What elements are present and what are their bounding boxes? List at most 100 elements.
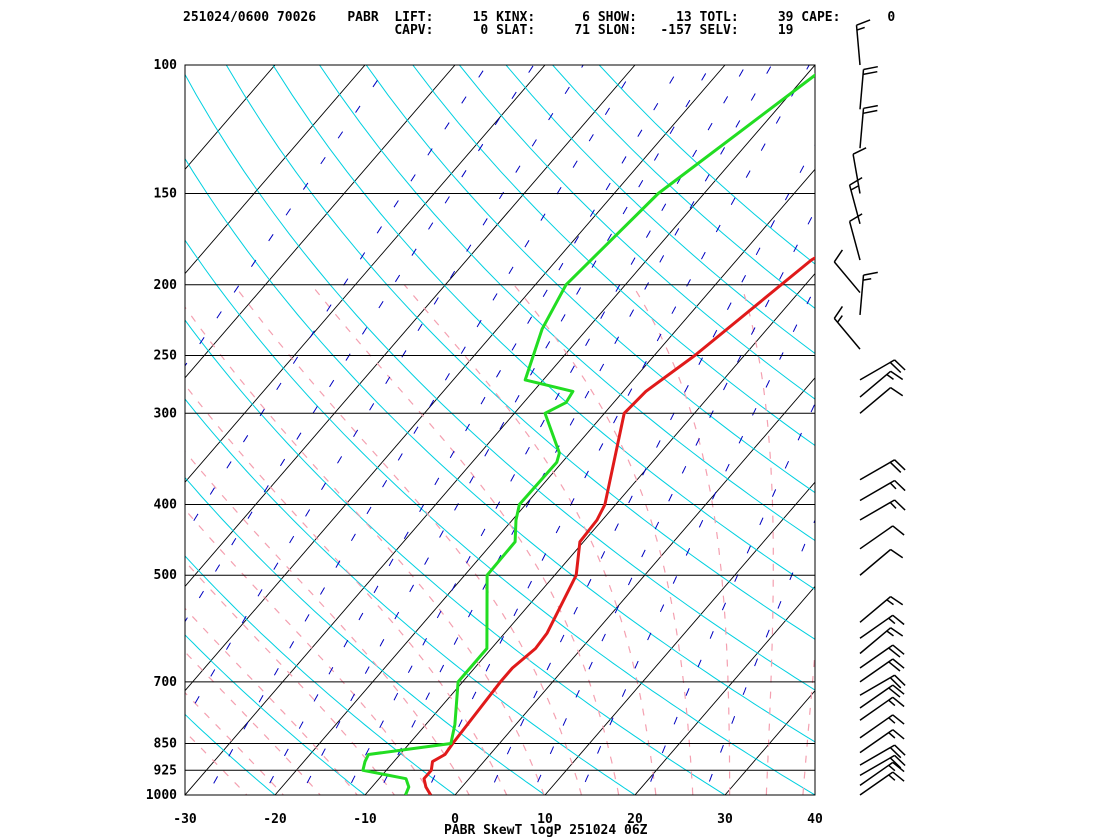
wind-barb-half-flag [888, 699, 896, 707]
isotherm [185, 65, 276, 170]
pressure-tick-label: 250 [154, 348, 178, 363]
wind-barb-flag [892, 525, 905, 536]
wind-barb-staff [859, 596, 892, 623]
temperature-tick-label: -10 [353, 812, 377, 827]
wind-barb [855, 19, 871, 66]
wind-barb-staff [859, 674, 895, 696]
dry-adiabat [185, 476, 546, 795]
wind-barb-flag [889, 677, 902, 689]
mixing-ratio-line [531, 209, 815, 795]
wind-barb [859, 499, 906, 521]
wind-barb [859, 696, 905, 721]
pressure-tick-label: 100 [154, 58, 178, 73]
wind-barb-staff [859, 729, 894, 754]
wind-barb-staff [859, 69, 865, 110]
isotherm [0, 65, 95, 795]
wind-barb [859, 370, 904, 398]
wind-barb-staff [859, 459, 895, 481]
mixing-ratio-line [300, 65, 712, 795]
dry-adiabat [505, 65, 815, 355]
wind-barb [859, 658, 905, 683]
wind-barb [852, 147, 867, 194]
dry-adiabat [459, 65, 815, 400]
isotherm [724, 690, 815, 795]
moist-adiabat [310, 284, 620, 795]
wind-barb-staff [848, 184, 861, 224]
wind-barb-flag [894, 479, 906, 492]
wind-barb [859, 729, 905, 754]
dry-adiabat [185, 794, 186, 795]
wind-barb-flag [862, 70, 878, 76]
wind-barb-half-flag [836, 315, 843, 323]
background-lines [0, 65, 815, 795]
wind-barb [859, 644, 905, 669]
isotherm [454, 377, 815, 795]
wind-barb-flag [894, 674, 906, 686]
wind-barb-staff [859, 658, 894, 683]
dry-adiabat [598, 65, 815, 265]
wind-barb-flag [890, 548, 904, 559]
pressure-tick-label: 400 [154, 498, 178, 513]
wind-barb-flag [892, 761, 905, 773]
wind-barb-flag [889, 747, 902, 759]
wind-barb-flag [888, 647, 901, 658]
wind-barb-flag [863, 65, 878, 71]
dry-adiabat [185, 713, 276, 795]
wind-barb [859, 714, 905, 739]
dry-adiabat [319, 65, 815, 542]
isotherm [274, 168, 815, 795]
wind-barb-staff [859, 771, 894, 796]
wind-barb [859, 754, 906, 777]
mixing-ratio-line [377, 65, 773, 795]
wind-barb-flag [833, 249, 844, 263]
wind-barb [859, 271, 878, 316]
temperature-profile [422, 256, 815, 795]
pressure-tick-label: 1000 [146, 788, 177, 803]
wind-barb-flag [863, 271, 878, 276]
wind-barb-flag [894, 459, 906, 471]
wind-barb-staff [855, 25, 861, 66]
wind-barb-flag [894, 499, 906, 511]
mixing-ratio-line [185, 65, 535, 623]
wind-barb-flag [888, 687, 901, 698]
wind-barb [859, 627, 904, 655]
moist-adiabat [185, 560, 396, 795]
temperature-tick-label: 10 [537, 812, 553, 827]
wind-barb-staff [859, 108, 865, 149]
wind-barb-flag [894, 359, 906, 371]
mixing-ratio-line [703, 518, 815, 795]
wind-barb-flag [892, 658, 905, 669]
wind-barb-flag [892, 644, 905, 655]
wind-barb-half-flag [888, 732, 896, 739]
moist-adiabat [185, 508, 433, 795]
mixing-ratio-line [262, 65, 682, 795]
pressure-tick-label: 500 [154, 568, 178, 583]
wind-barb-staff [859, 714, 894, 739]
wind-barb-staff [859, 370, 892, 398]
wind-barb-staff [859, 359, 895, 381]
moist-adiabat [513, 284, 694, 795]
wind-barb-half-flag [886, 599, 894, 606]
wind-barb-flag [849, 176, 863, 186]
wind-barb-staff [833, 261, 861, 294]
wind-barb-half-flag [889, 482, 897, 490]
temperature-tick-labels: -30 -20 -10 0 10 20 30 40 [173, 812, 823, 827]
wind-barb-staff [859, 387, 892, 414]
pressure-tick-label: 300 [154, 406, 178, 421]
wind-barb-flag [894, 744, 906, 756]
wind-barb-staff [848, 221, 861, 261]
dry-adiabat [365, 65, 815, 494]
wind-barb-staff [859, 761, 894, 786]
isotherm [814, 794, 815, 795]
moist-adiabat [233, 284, 583, 795]
wind-barb-flag [892, 729, 905, 740]
wind-barb [848, 176, 863, 224]
dry-adiabat [185, 555, 456, 795]
isotherm [364, 272, 815, 795]
moist-adiabat [185, 691, 285, 795]
mixing-ratio-line [344, 65, 747, 795]
wind-barb-flag [833, 305, 844, 319]
temperature-tick-label: 30 [717, 812, 733, 827]
dry-adiabat [185, 634, 366, 795]
temperature-tick-label: 20 [627, 812, 643, 827]
